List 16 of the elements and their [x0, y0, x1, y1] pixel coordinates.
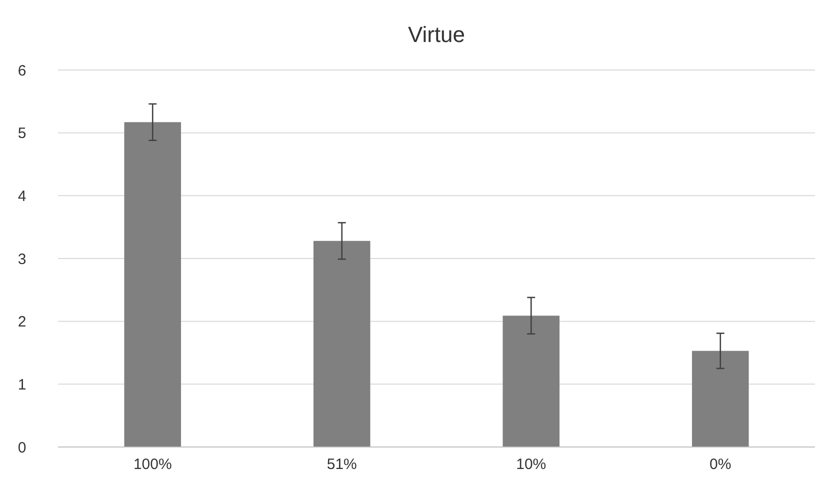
y-tick-label: 1: [18, 376, 26, 394]
bar: [124, 122, 182, 447]
x-tick-label: 0%: [710, 456, 732, 473]
y-tick-label: 4: [18, 188, 26, 205]
y-tick-label: 6: [18, 62, 26, 80]
chart-title: Virtue: [408, 22, 466, 47]
y-tick-label: 3: [18, 250, 26, 268]
y-tick-label: 2: [18, 314, 26, 331]
bar: [502, 316, 560, 447]
y-tick-label: 5: [18, 125, 26, 142]
bar: [692, 350, 749, 447]
x-tick-label: 100%: [133, 456, 172, 473]
bar: [313, 240, 370, 447]
x-tick-label: 51%: [326, 456, 357, 473]
x-tick-label: 10%: [516, 456, 546, 473]
y-tick-label: 0: [18, 439, 26, 456]
